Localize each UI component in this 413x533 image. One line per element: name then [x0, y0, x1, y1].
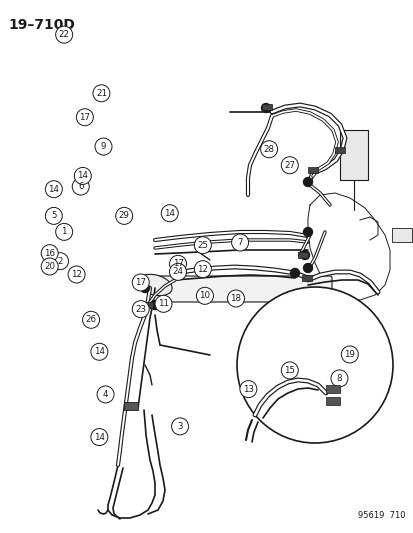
Circle shape	[236, 287, 392, 443]
Text: 25: 25	[197, 241, 208, 249]
Text: 17: 17	[172, 260, 183, 268]
FancyBboxPatch shape	[339, 130, 367, 180]
Ellipse shape	[138, 274, 172, 296]
FancyBboxPatch shape	[147, 276, 331, 302]
Circle shape	[169, 255, 186, 272]
Circle shape	[231, 234, 248, 251]
Circle shape	[227, 290, 244, 307]
Circle shape	[239, 381, 256, 398]
Text: 11: 11	[158, 300, 169, 308]
Text: 8: 8	[336, 374, 342, 383]
Circle shape	[150, 301, 159, 310]
Circle shape	[194, 261, 211, 278]
Circle shape	[51, 253, 69, 270]
Text: 95619  710: 95619 710	[358, 511, 405, 520]
Text: 3: 3	[177, 422, 183, 431]
FancyBboxPatch shape	[334, 147, 344, 153]
Text: 17: 17	[79, 113, 90, 122]
Text: 10: 10	[199, 292, 210, 300]
Text: 12: 12	[197, 265, 208, 273]
Circle shape	[76, 109, 93, 126]
Circle shape	[55, 223, 73, 240]
Text: 14: 14	[94, 433, 104, 441]
Text: 6: 6	[78, 182, 83, 191]
Circle shape	[140, 284, 149, 293]
Circle shape	[261, 103, 270, 112]
Text: 13: 13	[242, 385, 253, 393]
Circle shape	[169, 263, 186, 280]
Circle shape	[115, 207, 133, 224]
Circle shape	[82, 311, 100, 328]
Text: 5: 5	[51, 212, 57, 220]
Text: 19: 19	[344, 350, 354, 359]
FancyBboxPatch shape	[261, 104, 271, 110]
Circle shape	[72, 178, 89, 195]
Text: 29: 29	[119, 212, 129, 220]
Circle shape	[95, 138, 112, 155]
FancyBboxPatch shape	[391, 228, 411, 242]
Text: 20: 20	[44, 262, 55, 271]
Circle shape	[260, 141, 277, 158]
Text: 7: 7	[237, 238, 242, 247]
Circle shape	[171, 418, 188, 435]
Text: 2: 2	[57, 257, 63, 265]
Circle shape	[132, 274, 149, 291]
Text: 27: 27	[284, 161, 294, 169]
Circle shape	[303, 177, 312, 187]
FancyBboxPatch shape	[301, 275, 311, 281]
Text: 14: 14	[77, 172, 88, 180]
Text: 4: 4	[102, 390, 108, 399]
Text: 9: 9	[101, 142, 106, 151]
Text: 14: 14	[164, 209, 175, 217]
Circle shape	[330, 370, 347, 387]
Circle shape	[93, 85, 110, 102]
Circle shape	[194, 237, 211, 254]
Circle shape	[161, 205, 178, 222]
Circle shape	[280, 362, 298, 379]
FancyBboxPatch shape	[325, 385, 339, 393]
FancyBboxPatch shape	[124, 402, 138, 410]
Text: 28: 28	[263, 145, 274, 154]
Text: 22: 22	[59, 30, 69, 39]
FancyBboxPatch shape	[142, 302, 153, 308]
FancyBboxPatch shape	[297, 252, 307, 258]
Circle shape	[41, 245, 58, 262]
Circle shape	[55, 26, 73, 43]
Text: 17: 17	[135, 278, 146, 287]
Circle shape	[68, 266, 85, 283]
Text: 14: 14	[48, 185, 59, 193]
Text: 19–710D: 19–710D	[8, 18, 75, 32]
FancyBboxPatch shape	[325, 397, 339, 405]
Circle shape	[45, 207, 62, 224]
FancyBboxPatch shape	[307, 167, 317, 173]
Text: 15: 15	[284, 366, 294, 375]
Text: 12: 12	[71, 270, 82, 279]
Circle shape	[300, 251, 309, 260]
Text: 21: 21	[96, 89, 107, 98]
Text: 24: 24	[172, 268, 183, 276]
Circle shape	[280, 157, 298, 174]
Circle shape	[303, 228, 312, 237]
Circle shape	[97, 386, 114, 403]
Text: 14: 14	[94, 348, 104, 356]
Text: 23: 23	[135, 305, 146, 313]
Circle shape	[45, 181, 62, 198]
Circle shape	[90, 343, 108, 360]
Text: 26: 26	[85, 316, 96, 324]
Circle shape	[132, 301, 149, 318]
Circle shape	[196, 287, 213, 304]
Circle shape	[340, 346, 358, 363]
Text: 18: 18	[230, 294, 241, 303]
Circle shape	[74, 167, 91, 184]
Circle shape	[41, 258, 58, 275]
Circle shape	[154, 295, 172, 312]
Text: 1: 1	[61, 228, 67, 236]
Circle shape	[303, 263, 312, 272]
Circle shape	[290, 269, 299, 278]
Circle shape	[90, 429, 108, 446]
Text: 16: 16	[44, 249, 55, 257]
